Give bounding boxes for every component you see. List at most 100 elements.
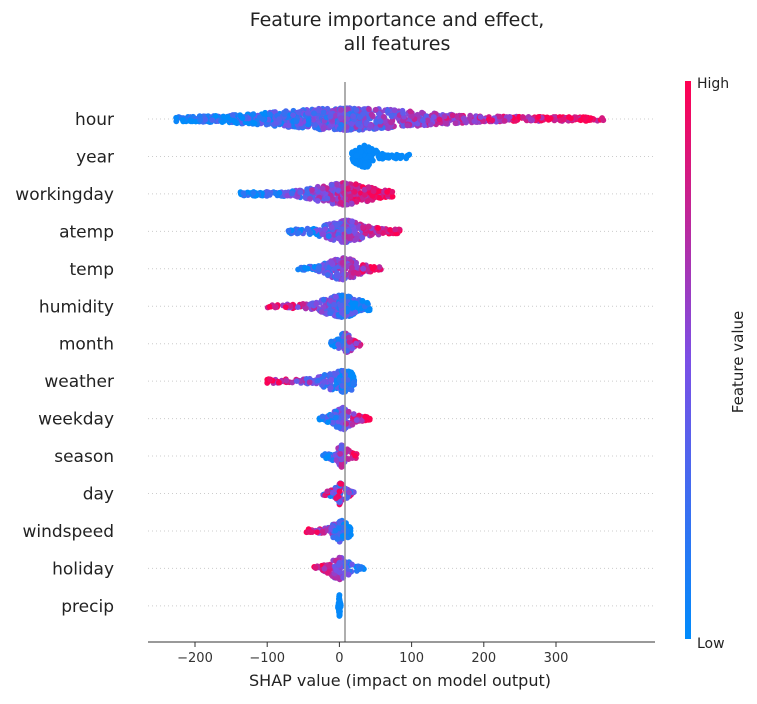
shap-point bbox=[320, 296, 327, 303]
shap-point bbox=[355, 161, 362, 168]
shap-point bbox=[362, 162, 369, 169]
beeswarm-humidity bbox=[264, 292, 373, 320]
shap-point bbox=[327, 385, 334, 391]
shap-point bbox=[335, 341, 342, 348]
shap-point bbox=[501, 118, 508, 124]
shap-point bbox=[364, 198, 371, 204]
beeswarm-windspeed bbox=[303, 517, 354, 545]
shap-point bbox=[289, 190, 295, 197]
shap-point bbox=[250, 190, 257, 196]
beeswarm-atemp bbox=[285, 217, 403, 246]
shap-point bbox=[281, 109, 287, 116]
feature-label-year: year bbox=[76, 147, 114, 167]
shap-point bbox=[353, 181, 359, 188]
shap-point bbox=[320, 109, 327, 116]
shap-point bbox=[336, 569, 343, 576]
x-tick-label: 200 bbox=[471, 651, 496, 666]
shap-point bbox=[315, 265, 322, 271]
shap-point bbox=[334, 272, 340, 279]
feature-label-day: day bbox=[83, 485, 114, 505]
shap-point bbox=[335, 187, 342, 194]
shap-point bbox=[352, 452, 358, 459]
shap-point bbox=[336, 560, 343, 567]
shap-point bbox=[387, 227, 394, 233]
shap-point bbox=[329, 419, 336, 426]
shap-point bbox=[353, 152, 360, 159]
shap-point bbox=[427, 121, 434, 128]
shap-point bbox=[348, 121, 355, 127]
shap-point bbox=[388, 119, 394, 126]
shap-point bbox=[324, 272, 331, 278]
shap-point bbox=[430, 114, 437, 120]
feature-row-windspeed: windspeed bbox=[22, 517, 655, 545]
shap-point bbox=[327, 310, 333, 317]
shap-point bbox=[356, 114, 363, 121]
colorbar: High Low Feature value bbox=[685, 76, 747, 652]
feature-row-humidity: humidity bbox=[39, 292, 655, 320]
shap-point bbox=[529, 117, 535, 124]
shap-point bbox=[332, 527, 339, 534]
shap-point bbox=[452, 120, 459, 127]
shap-point bbox=[338, 199, 344, 206]
shap-point bbox=[384, 107, 391, 114]
shap-point bbox=[372, 106, 379, 113]
shap-point bbox=[566, 114, 572, 121]
shap-point bbox=[348, 200, 355, 207]
shap-point bbox=[577, 117, 584, 124]
shap-point bbox=[370, 265, 376, 272]
shap-point bbox=[347, 193, 354, 200]
shap-point bbox=[391, 107, 398, 114]
shap-point bbox=[302, 305, 309, 312]
shap-point bbox=[336, 377, 343, 384]
shap-point bbox=[324, 195, 331, 202]
shap-point bbox=[436, 116, 443, 123]
shap-point bbox=[389, 193, 396, 200]
shap-point bbox=[359, 234, 366, 241]
x-tick-label: −200 bbox=[177, 651, 213, 666]
shap-point bbox=[324, 488, 331, 495]
shap-point bbox=[362, 191, 368, 198]
shap-point bbox=[327, 371, 333, 377]
x-tick-label: 100 bbox=[399, 651, 424, 666]
x-tick-label: −100 bbox=[249, 651, 285, 666]
shap-point bbox=[353, 417, 360, 423]
feature-row-season: season bbox=[54, 442, 655, 470]
shap-point bbox=[373, 125, 380, 132]
shap-point bbox=[338, 460, 345, 467]
feature-label-atemp: atemp bbox=[59, 222, 114, 242]
shap-point bbox=[348, 311, 355, 317]
shap-point bbox=[293, 378, 300, 384]
beeswarm-year bbox=[349, 142, 413, 171]
shap-point bbox=[409, 113, 415, 119]
shap-point bbox=[297, 189, 304, 196]
shap-point bbox=[336, 488, 343, 495]
shap-point bbox=[328, 412, 335, 419]
shap-point bbox=[489, 117, 496, 124]
shap-point bbox=[366, 147, 372, 154]
feature-row-weekday: weekday bbox=[38, 404, 655, 433]
shap-point bbox=[285, 227, 292, 234]
feature-row-workingday: workingday bbox=[15, 180, 655, 208]
shap-point bbox=[332, 293, 339, 300]
beeswarm-temp bbox=[295, 255, 384, 283]
shap-point bbox=[333, 495, 339, 502]
shap-point bbox=[325, 233, 332, 240]
shap-point bbox=[353, 107, 360, 113]
shap-point bbox=[313, 301, 320, 307]
feature-label-workingday: workingday bbox=[15, 185, 114, 205]
shap-point bbox=[295, 109, 302, 116]
shap-point bbox=[300, 301, 306, 307]
shap-point bbox=[321, 565, 328, 572]
shap-point bbox=[349, 561, 355, 568]
shap-point bbox=[336, 595, 343, 601]
shap-point bbox=[285, 122, 292, 129]
x-tick-label: 300 bbox=[544, 651, 569, 666]
shap-point bbox=[307, 301, 314, 308]
shap-point bbox=[348, 531, 354, 538]
shap-point bbox=[318, 308, 325, 315]
shap-point bbox=[314, 529, 320, 536]
shap-point bbox=[404, 122, 411, 129]
shap-point bbox=[327, 113, 334, 120]
